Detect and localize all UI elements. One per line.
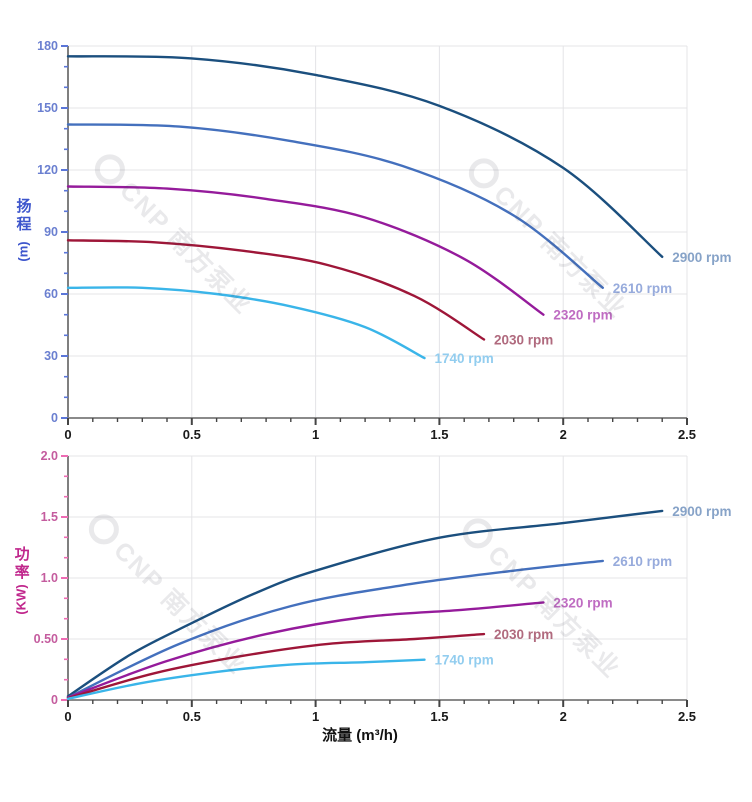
head-y-axis-title-text: 扬程 [14,198,32,234]
curve-1740-rpm-head-chart [66,286,426,360]
curve-2320-rpm-power-chart [66,601,545,699]
power-chart-grid [68,455,688,700]
label-1740-rpm-head-chart: 1740 rpm [435,351,494,366]
label-1740-rpm-power-chart: 1740 rpm [435,653,494,668]
head-y-axis-title: 扬程 (m) [8,198,38,262]
head-chart-y-tick-label: 30 [44,349,58,363]
power-chart-x-tick-label: 2.5 [678,709,696,724]
head-chart-y-tick-label: 60 [44,287,58,301]
head-chart-y-tick-label: 0 [51,411,58,425]
head-y-axis-unit: (m) [15,241,31,262]
power-chart-x-tick-label: 2 [560,709,567,724]
label-2320-rpm-head-chart: 2320 rpm [553,308,612,323]
label-2900-rpm-power-chart: 2900 rpm [672,504,731,519]
label-2030-rpm-power-chart: 2030 rpm [494,627,553,642]
power-y-axis-title-text: 功率 [12,546,30,582]
head-chart-x-tick-label: 1.5 [430,427,448,442]
power-y-axis-unit: (KW) [13,584,29,615]
head-chart-y-tick-label: 150 [37,101,58,115]
curve-2610-rpm-power-chart [66,559,604,699]
label-2610-rpm-power-chart: 2610 rpm [613,554,672,569]
curve-2030-rpm-power-chart [66,632,486,700]
head-chart-x-tick-label: 0 [64,427,71,442]
head-chart-x-tick-label: 2 [560,427,567,442]
power-chart: 0 0.50 1.0 1.5 2.0 0 0.5 1 1.5 2 2.5 2900 rpm 2610 r… [34,449,732,724]
label-2030-rpm-head-chart: 2030 rpm [494,333,553,348]
label-2900-rpm-head-chart: 2900 rpm [672,250,731,265]
curve-2610-rpm-head-chart [66,123,604,289]
x-axis-title: 流量 (m³/h) [322,727,398,744]
power-chart-x-tick-label: 1.5 [430,709,448,724]
power-y-axis-title: 功率 (KW) [6,546,36,615]
power-chart-y-tick-label: 2.0 [41,449,58,463]
head-chart-axes: 0 30 60 90 120 150 180 0 0.5 1 1.5 2 2.5 [37,39,696,442]
curve-2030-rpm-head-chart [66,239,486,341]
head-chart-x-tick-label: 2.5 [678,427,696,442]
label-2320-rpm-power-chart: 2320 rpm [553,595,612,610]
power-chart-y-tick-label: 0.50 [34,632,58,646]
head-chart: 0 30 60 90 120 150 180 0 0.5 1 1.5 2 2.5 2900 rpm 2610… [37,39,731,442]
head-chart-x-tick-label: 0.5 [183,427,201,442]
curve-2900-rpm-head-chart [66,55,664,258]
curve-1740-rpm-power-chart [66,658,426,700]
head-chart-x-tick-label: 1 [312,427,319,442]
label-2610-rpm-head-chart: 2610 rpm [613,281,672,296]
head-chart-y-tick-label: 120 [37,163,58,177]
power-chart-y-tick-label: 1.0 [41,571,58,585]
power-chart-axes: 0 0.50 1.0 1.5 2.0 0 0.5 1 1.5 2 2.5 [34,449,696,724]
curve-2900-rpm-power-chart [66,509,664,698]
power-chart-x-tick-label: 0 [64,709,71,724]
head-chart-grid [68,45,688,418]
power-chart-x-tick-label: 1 [312,709,319,724]
power-chart-y-tick-label: 1.5 [41,510,58,524]
power-chart-y-tick-label: 0 [51,693,58,707]
head-chart-y-tick-label: 180 [37,39,58,53]
power-chart-x-tick-label: 0.5 [183,709,201,724]
curve-2320-rpm-head-chart [66,185,545,316]
head-chart-y-tick-label: 90 [44,225,58,239]
